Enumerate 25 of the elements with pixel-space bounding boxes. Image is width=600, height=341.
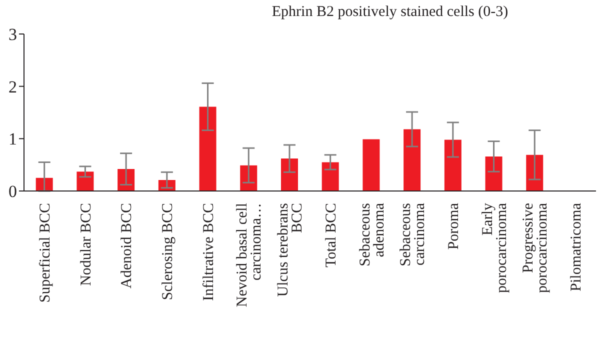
x-tick-label: Sclerosing BCC xyxy=(160,203,176,300)
bar xyxy=(444,140,462,191)
y-tick-label: 0 xyxy=(8,182,17,202)
x-tick-label: Superficial BCC xyxy=(37,203,54,303)
x-tick-label: Poroma xyxy=(446,202,462,250)
bar xyxy=(485,156,502,191)
bar xyxy=(240,165,258,191)
x-tick-label: Nodular BCC xyxy=(78,203,94,286)
x-tick-label: Pilomatricoma xyxy=(568,202,585,292)
x-tick-label: Sebaceous adenoma xyxy=(357,202,388,266)
bar xyxy=(526,154,544,191)
chart-title: Ephrin B2 positively stained cells (0-3) xyxy=(270,4,510,21)
bar xyxy=(199,106,216,191)
y-tick-label: 3 xyxy=(8,25,17,44)
x-tick-label: Infiltrative BCC xyxy=(200,203,217,301)
bar xyxy=(322,162,339,191)
x-tick-label: Adenoid BCC xyxy=(119,203,136,288)
bar xyxy=(76,172,94,191)
bar xyxy=(404,129,421,191)
y-tick-label: 1 xyxy=(8,130,17,149)
bar xyxy=(362,139,380,191)
bar xyxy=(280,158,298,191)
y-tick-label: 2 xyxy=(8,77,17,96)
x-tick-label: Total BCC xyxy=(323,203,340,268)
x-tick-label: Nevoid basal cell carcinoma… xyxy=(234,203,265,308)
